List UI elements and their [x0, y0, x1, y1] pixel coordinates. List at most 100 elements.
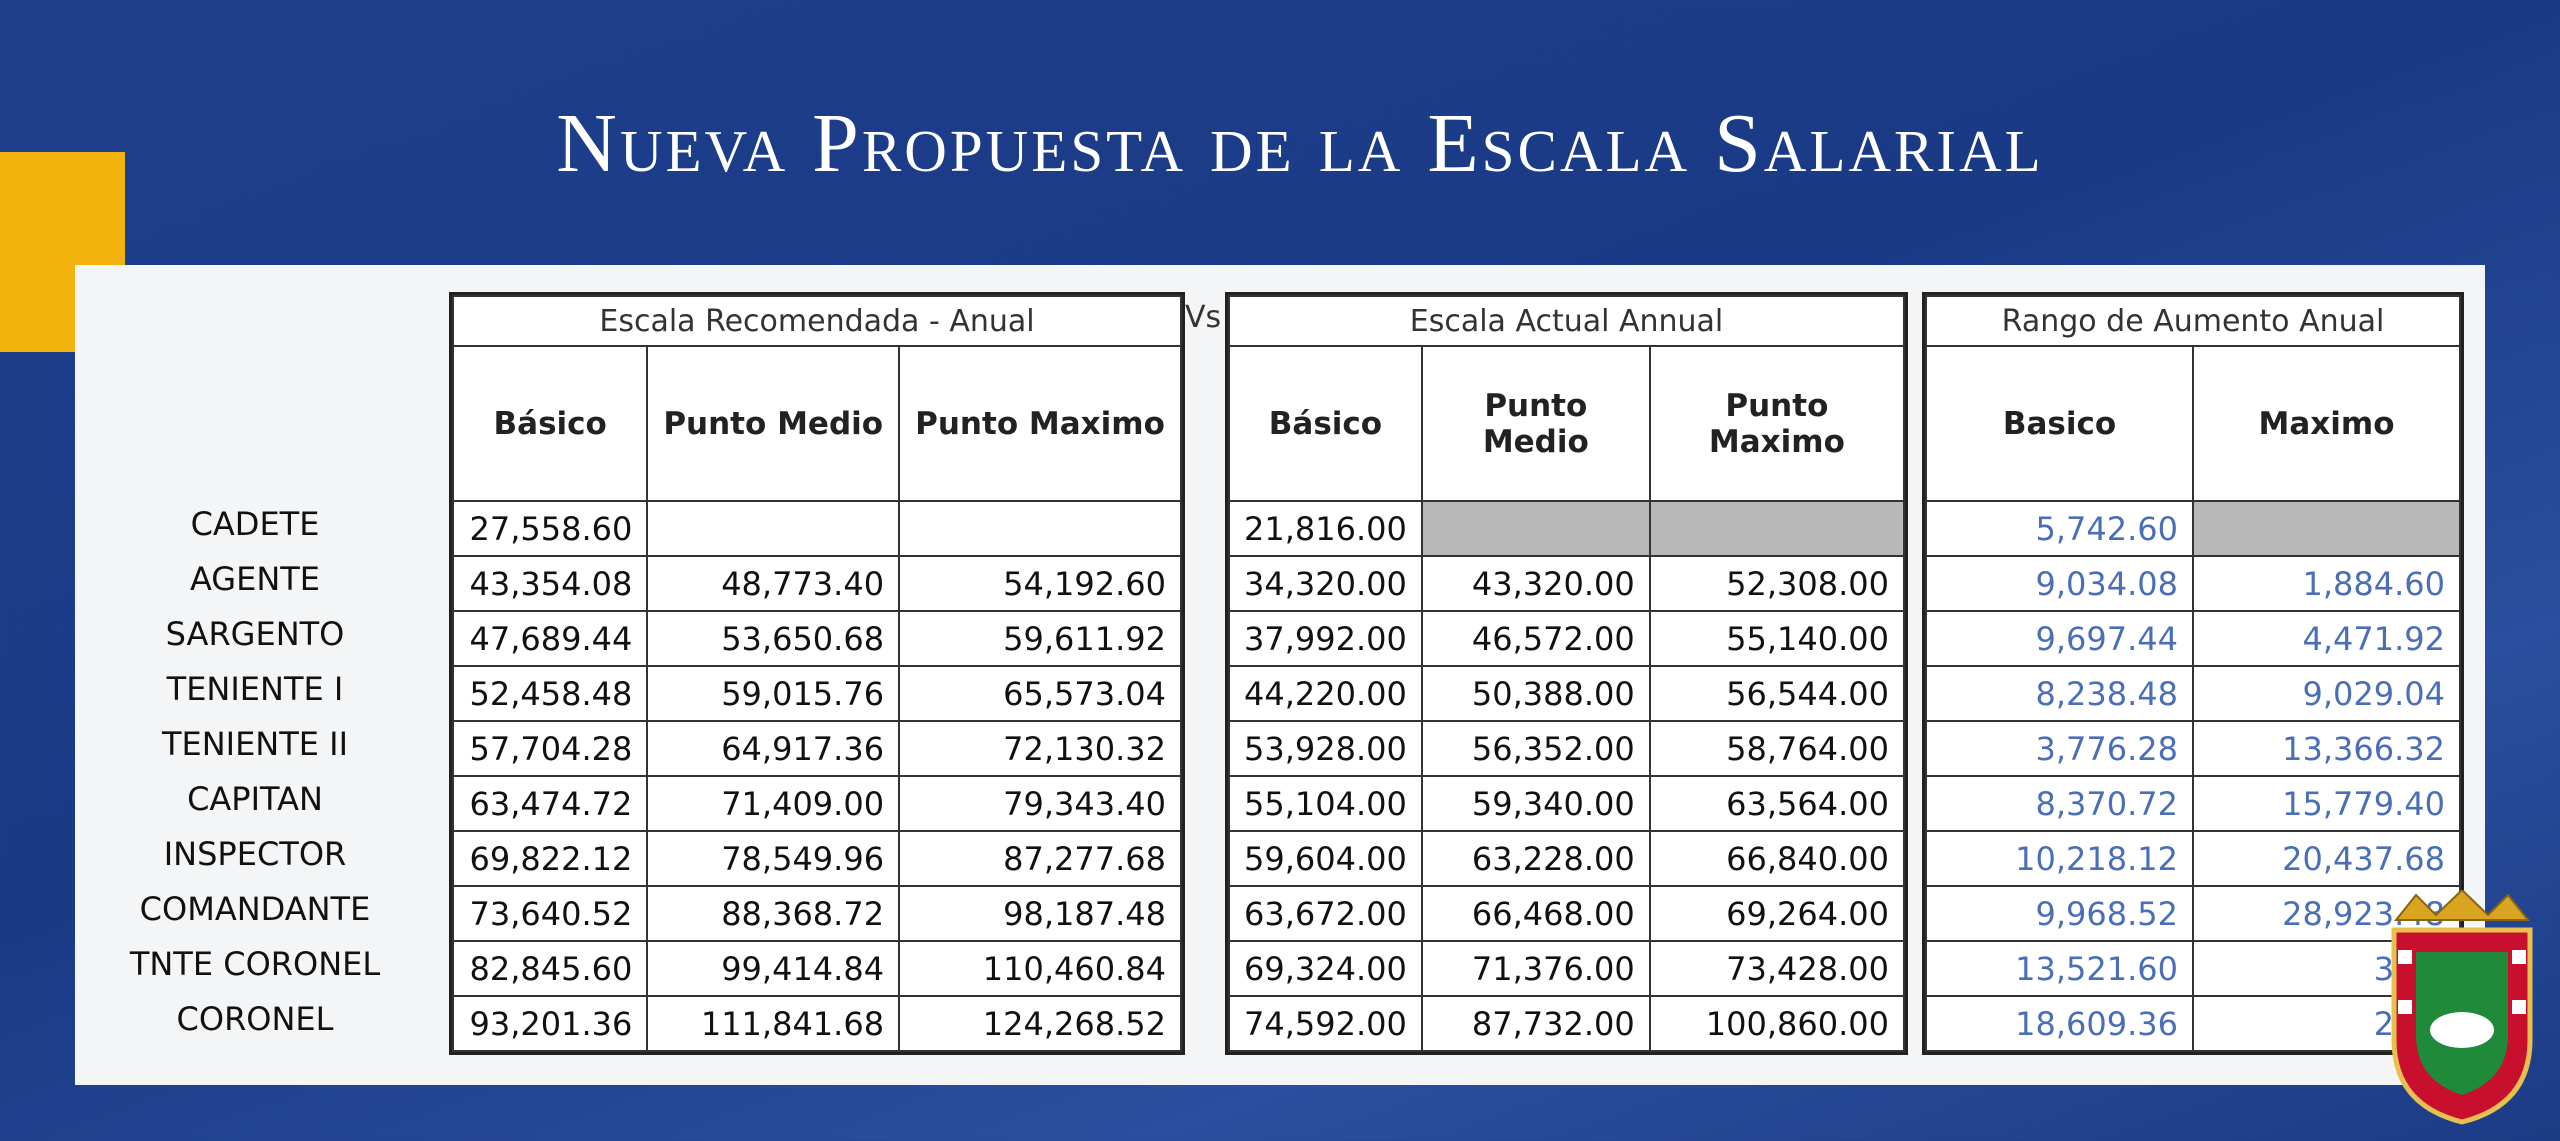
data-row: 21,816.00: [1228, 500, 1906, 557]
cell: 82,845.60: [451, 940, 649, 997]
title-row: Escala Actual Annual: [1228, 295, 1905, 347]
cell: 63,672.00: [1228, 885, 1423, 942]
row-label: INSPECTOR: [163, 835, 347, 873]
empty-cell: [646, 500, 901, 557]
data-row: 59,604.00 63,228.00 66,840.00: [1228, 830, 1906, 887]
cell: 9,968.52: [1925, 885, 2194, 942]
cell: 59,340.00: [1420, 775, 1651, 832]
table-title: Rango de Aumento Anual: [1925, 295, 2461, 347]
cell: 98,187.48: [898, 885, 1182, 942]
cell: 74,592.00: [1228, 995, 1423, 1052]
column-header: Basico: [1925, 345, 2194, 502]
cell: 57,704.28: [451, 720, 649, 777]
data-row: 69,324.00 71,376.00 73,428.00: [1228, 940, 1906, 997]
data-row: 8,238.48 9,029.04: [1925, 665, 2461, 722]
row-labels: CADETE AGENTE SARGENTO TENIENTE I TENIENTE I…: [95, 497, 415, 1047]
cell: 64,917.36: [646, 720, 901, 777]
cell: 48,773.40: [646, 555, 901, 612]
empty-cell: [898, 500, 1182, 557]
cell: 55,140.00: [1648, 610, 1906, 667]
table-title: Escala Recomendada - Anual: [452, 295, 1182, 347]
vs-label: Vs: [1185, 300, 1222, 335]
cell: 53,928.00: [1228, 720, 1423, 777]
cell: 43,354.08: [451, 555, 649, 612]
grid: Escala Recomendada - Anual Básico Punto Me…: [451, 295, 1182, 1052]
cell: 63,228.00: [1420, 830, 1651, 887]
cell: 69,822.12: [451, 830, 649, 887]
cell: 69,324.00: [1228, 940, 1423, 997]
column-header: Básico: [451, 345, 649, 502]
header-row: Básico Punto Medio Punto Maximo: [451, 345, 1182, 502]
cell: 72,130.32: [898, 720, 1182, 777]
cell: 13,366.32: [2192, 720, 2461, 777]
row-label: TENIENTE I: [166, 670, 344, 708]
data-row: 27,558.60: [451, 500, 1182, 557]
grid: Escala Actual Annual Básico Punto Medio Pun…: [1228, 295, 1906, 1052]
cell: 100,860.00: [1648, 995, 1906, 1052]
cell: 73,428.00: [1648, 940, 1906, 997]
table: Escala Actual Annual Básico Punto Medio Pun…: [1225, 292, 1908, 1055]
cell: 93,201.36: [451, 995, 649, 1052]
cell: 59,604.00: [1228, 830, 1423, 887]
column-header: Punto Maximo: [1648, 345, 1906, 502]
data-row: 53,928.00 56,352.00 58,764.00: [1228, 720, 1906, 777]
table-title: Escala Actual Annual: [1228, 295, 1905, 347]
data-row: 93,201.36 111,841.68 124,268.52: [451, 995, 1182, 1052]
row-label: CADETE: [190, 505, 320, 543]
table: Escala Recomendada - Anual Básico Punto Me…: [449, 292, 1185, 1055]
row-label: CORONEL: [176, 1000, 334, 1038]
data-row: 63,672.00 66,468.00 69,264.00: [1228, 885, 1906, 942]
cell: 110,460.84: [898, 940, 1182, 997]
cell: 52,308.00: [1648, 555, 1906, 612]
column-header: Punto Maximo: [898, 345, 1182, 502]
cell: 124,268.52: [898, 995, 1182, 1052]
data-row: 5,742.60: [1925, 500, 2461, 557]
row-label: TENIENTE II: [161, 725, 349, 763]
cell: 44,220.00: [1228, 665, 1423, 722]
cell: 111,841.68: [646, 995, 901, 1052]
data-row: 43,354.08 48,773.40 54,192.60: [451, 555, 1182, 612]
header-row: Básico Punto Medio Punto Maximo: [1228, 345, 1906, 502]
title-row: Rango de Aumento Anual: [1925, 295, 2461, 347]
cell: 18,609.36: [1925, 995, 2194, 1052]
cell: 59,611.92: [898, 610, 1182, 667]
row-label: AGENTE: [189, 560, 321, 598]
data-row: 47,689.44 53,650.68 59,611.92: [451, 610, 1182, 667]
column-header: Punto Medio: [646, 345, 901, 502]
cell: 20,437.68: [2192, 830, 2461, 887]
data-row: 3,776.28 13,366.32: [1925, 720, 2461, 777]
cell: 43,320.00: [1420, 555, 1651, 612]
row-label: CAPITAN: [187, 780, 323, 818]
cell: 54,192.60: [898, 555, 1182, 612]
cell: 9,697.44: [1925, 610, 2194, 667]
column-header: Punto Medio: [1420, 345, 1651, 502]
data-row: 57,704.28 64,917.36 72,130.32: [451, 720, 1182, 777]
cell: 46,572.00: [1420, 610, 1651, 667]
cell: 10,218.12: [1925, 830, 2194, 887]
slide-title: Nueva Propuesta de la Escala Salarial: [556, 97, 2044, 190]
cell: 4,471.92: [2192, 610, 2461, 667]
cell: 56,544.00: [1648, 665, 1906, 722]
cell: 66,840.00: [1648, 830, 1906, 887]
data-row: 52,458.48 59,015.76 65,573.04: [451, 665, 1182, 722]
cell: 55,104.00: [1228, 775, 1423, 832]
row-label: SARGENTO: [165, 615, 345, 653]
data-row: 10,218.12 20,437.68: [1925, 830, 2461, 887]
cell: 78,549.96: [646, 830, 901, 887]
cell: 52,458.48: [451, 665, 649, 722]
data-row: 73,640.52 88,368.72 98,187.48: [451, 885, 1182, 942]
cell: 58,764.00: [1648, 720, 1906, 777]
cell: 87,732.00: [1420, 995, 1651, 1052]
data-row: 63,474.72 71,409.00 79,343.40: [451, 775, 1182, 832]
cell: 8,238.48: [1925, 665, 2194, 722]
cell: 66,468.00: [1420, 885, 1651, 942]
cell: 63,564.00: [1648, 775, 1906, 832]
cell: 37,992.00: [1228, 610, 1423, 667]
cell: 53,650.68: [646, 610, 901, 667]
data-row: 74,592.00 87,732.00 100,860.00: [1228, 995, 1906, 1052]
cell: 50,388.00: [1420, 665, 1651, 722]
cell: 71,409.00: [646, 775, 901, 832]
row-label: TNTE CORONEL: [129, 945, 381, 983]
data-row: 9,034.08 1,884.60: [1925, 555, 2461, 612]
